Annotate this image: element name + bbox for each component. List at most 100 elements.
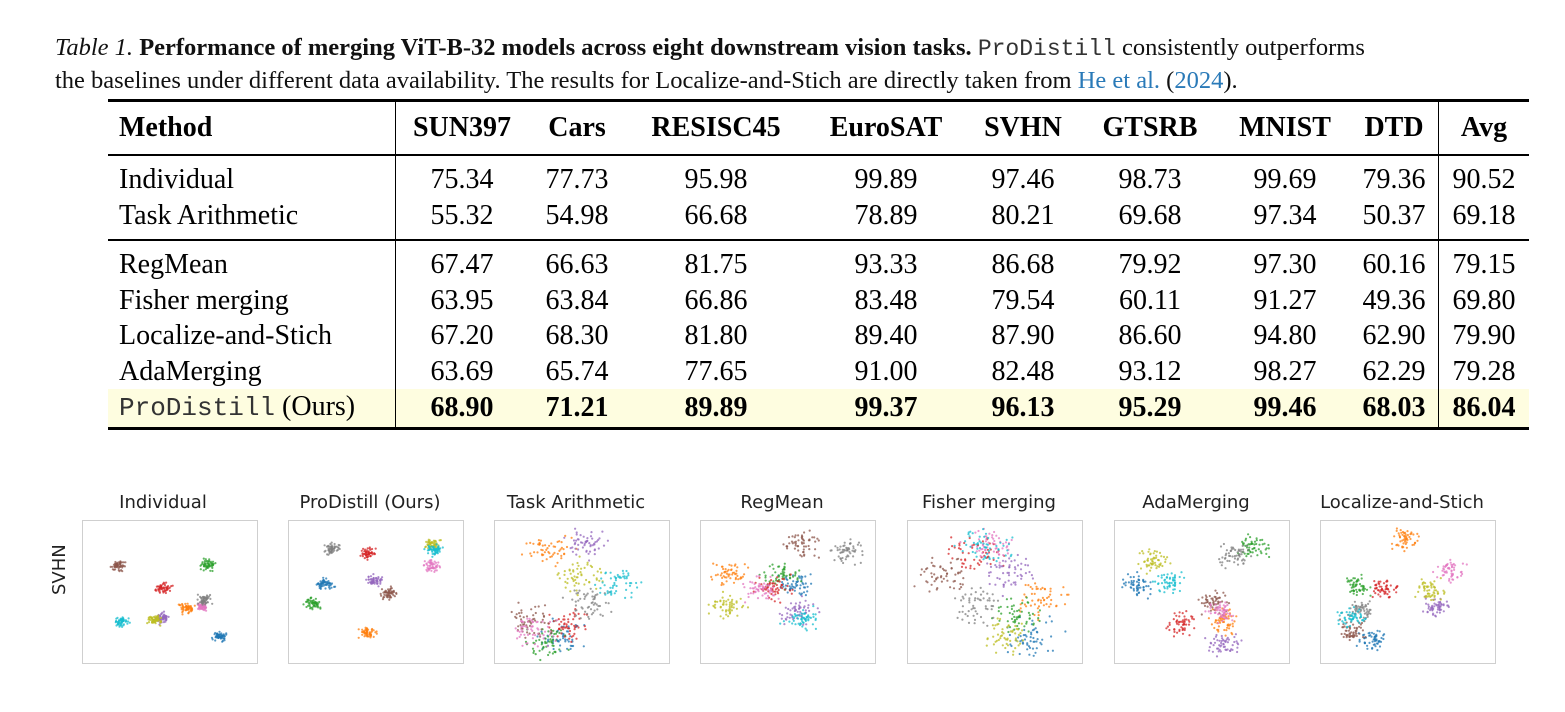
tsne-point xyxy=(751,581,754,584)
tsne-cluster xyxy=(1121,571,1152,600)
tsne-point xyxy=(1349,614,1352,617)
tsne-point xyxy=(1014,647,1017,650)
tsne-point xyxy=(1039,599,1042,602)
tsne-point xyxy=(1395,529,1398,532)
tsne-point xyxy=(1025,596,1028,599)
tsne-point xyxy=(968,601,971,604)
tsne-point xyxy=(1013,559,1016,562)
tsne-point xyxy=(798,604,801,607)
tsne-point xyxy=(1216,628,1219,631)
tsne-point xyxy=(521,620,525,624)
tsne-point xyxy=(1224,648,1227,651)
tsne-point xyxy=(1155,554,1158,557)
tsne-point xyxy=(361,555,364,558)
tsne-point xyxy=(554,565,557,568)
tsne-point xyxy=(1226,617,1229,620)
tsne-point xyxy=(791,622,794,625)
tsne-point xyxy=(1241,544,1244,547)
tsne-point xyxy=(586,592,589,595)
tsne-cluster xyxy=(954,586,1000,627)
tsne-point xyxy=(1137,562,1140,566)
tsne-point xyxy=(593,595,596,598)
tsne-point xyxy=(574,541,577,545)
tsne-point xyxy=(572,611,575,614)
tsne-point xyxy=(756,597,760,600)
tsne-point xyxy=(1373,580,1376,583)
tsne-point xyxy=(1014,639,1017,642)
tsne-point xyxy=(1188,620,1191,623)
tsne-point xyxy=(1361,603,1364,606)
tsne-point xyxy=(379,581,382,584)
tsne-point xyxy=(1433,602,1436,605)
tsne-point xyxy=(1405,546,1408,549)
tsne-point xyxy=(800,614,803,617)
value-cell: 81.75 xyxy=(684,249,748,280)
tsne-point xyxy=(1008,557,1011,560)
tsne-point xyxy=(387,594,390,597)
tsne-point xyxy=(554,545,557,548)
tsne-point xyxy=(617,575,620,578)
tsne-point xyxy=(989,571,992,574)
tsne-point xyxy=(1346,580,1349,583)
tsne-point xyxy=(1222,643,1225,646)
tsne-point xyxy=(126,622,129,625)
tsne-point xyxy=(600,577,603,580)
tsne-point xyxy=(572,569,575,572)
tsne-point xyxy=(796,610,799,613)
tsne-point xyxy=(1015,627,1018,630)
tsne-point xyxy=(1051,649,1054,652)
tsne-cluster xyxy=(1197,589,1231,617)
tsne-point xyxy=(1420,578,1423,581)
tsne-point xyxy=(1219,650,1222,653)
tsne-point xyxy=(1000,612,1003,615)
tsne-point xyxy=(1049,593,1052,596)
tsne-point xyxy=(953,546,956,549)
tsne-point xyxy=(570,536,573,539)
tsne-point xyxy=(791,588,794,591)
tsne-point xyxy=(387,588,390,591)
tsne-point xyxy=(1439,598,1442,601)
tsne-point xyxy=(972,541,975,544)
value-cell: 63.95 xyxy=(430,284,494,316)
tsne-point xyxy=(1035,630,1038,633)
tsne-point xyxy=(734,576,737,579)
tsne-point xyxy=(574,600,577,603)
tsne-point xyxy=(1395,527,1398,530)
tsne-point xyxy=(1016,640,1019,643)
tsne-point xyxy=(983,535,986,538)
tsne-point xyxy=(743,563,746,566)
tsne-point xyxy=(785,618,788,621)
tsne-point xyxy=(1345,629,1348,632)
tsne-point xyxy=(581,541,584,544)
tsne-point xyxy=(430,569,433,572)
tsne-point xyxy=(573,632,576,635)
citation-year-link[interactable]: 2024 xyxy=(1174,67,1224,94)
tsne-point xyxy=(541,648,544,651)
tsne-point xyxy=(181,613,184,616)
tsne-point xyxy=(1388,590,1391,593)
tsne-point xyxy=(422,564,425,567)
tsne-point xyxy=(575,539,578,542)
caption-line-1: Table 1. Performance of merging ViT-B-32… xyxy=(55,32,1525,65)
tsne-point xyxy=(575,553,578,556)
tsne-point xyxy=(807,539,810,542)
tsne-point xyxy=(1193,627,1196,630)
tsne-cluster xyxy=(423,543,444,558)
tsne-point xyxy=(374,547,377,550)
tsne-point xyxy=(1433,605,1436,608)
tsne-point xyxy=(1173,584,1177,587)
citation-authors-link[interactable]: He et al. xyxy=(1077,67,1161,94)
tsne-point xyxy=(333,542,336,546)
value-cell: 83.48 xyxy=(854,284,918,316)
tsne-point xyxy=(964,558,967,561)
tsne-point xyxy=(852,550,855,553)
tsne-point xyxy=(589,587,592,590)
tsne-point xyxy=(379,592,382,595)
tsne-point xyxy=(1208,649,1211,652)
tsne-point xyxy=(604,593,607,596)
tsne-point xyxy=(1173,574,1177,577)
tsne-point xyxy=(621,569,624,572)
tsne-point xyxy=(594,594,597,597)
tsne-point xyxy=(531,637,534,640)
tsne-point xyxy=(622,572,625,575)
